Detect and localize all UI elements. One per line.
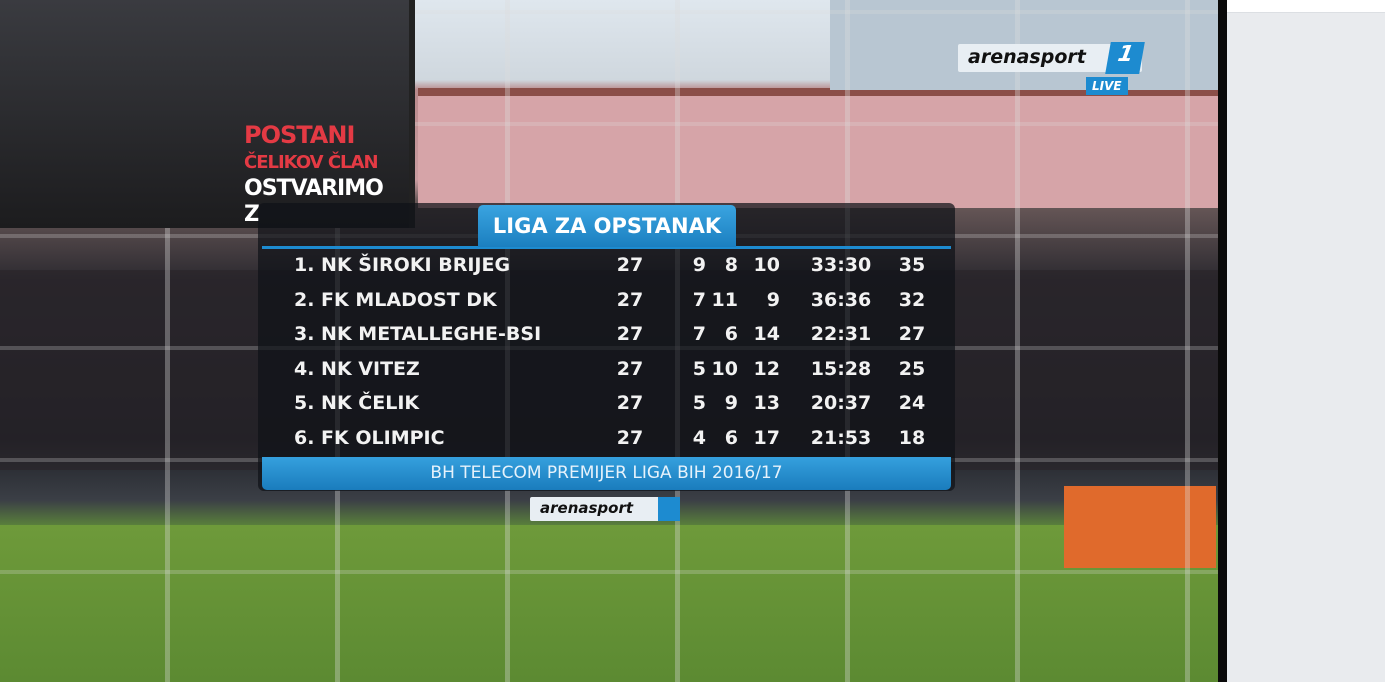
divider [1218,0,1227,682]
cell-team: 4. NK VITEZ [294,357,420,380]
cell-team: 6. FK OLIMPIC [294,427,445,449]
cell-team: 2. FK MLADOST DK [294,288,497,311]
cell-goals: 22:31 [810,323,872,346]
table-row: 4. NK VITEZ 27 5 10 12 15:28 25 [258,354,955,384]
cell-lost: 9 [766,288,780,311]
divider [262,246,951,249]
cell-team: 3. NK METALLEGHE-BSI [294,323,542,346]
screen-text: OSTVARIMO [244,176,384,201]
cell-won: 4 [692,427,706,449]
cell-goals: 33:30 [810,254,872,276]
cell-won: 5 [692,357,706,380]
standings-overlay: LIGA ZA OPSTANAK 1. NK ŠIROKI BRIJEG 27 9 8… [258,203,955,491]
cell-points: 27 [898,323,926,346]
table-row: 2. FK MLADOST DK 27 7 11 9 36:36 32 [258,285,955,315]
arenasport-logo: arenasport 1 [958,42,1145,74]
cell-drawn: 6 [724,323,738,346]
cell-drawn: 11 [711,288,738,311]
cell-points: 24 [898,392,926,415]
cell-points: 35 [898,254,926,276]
screen-text: Z [244,202,260,227]
table-row: 6. FK OLIMPIC 27 4 6 17 21:53 18 [258,423,955,453]
screen-text: POSTANI [244,121,355,149]
cell-points: 32 [898,288,926,311]
cell-played: 27 [616,427,644,449]
cell-drawn: 9 [724,392,738,415]
cell-team: 5. NK ČELIK [294,392,420,415]
standings-title: LIGA ZA OPSTANAK [478,205,736,247]
cell-played: 27 [616,323,644,346]
cell-goals: 15:28 [810,357,872,380]
cell-goals: 20:37 [810,392,872,415]
cell-goals: 36:36 [810,288,872,311]
cell-won: 5 [692,392,706,415]
cell-played: 27 [616,357,644,380]
cell-won: 7 [692,288,706,311]
orange-banner [1064,486,1216,568]
cell-points: 18 [898,427,926,449]
cell-lost: 12 [753,357,780,380]
cell-team: 1. NK ŠIROKI BRIJEG [294,254,511,276]
cell-points: 25 [898,357,926,380]
table-row: 1. NK ŠIROKI BRIJEG 27 9 8 10 33:30 35 [258,250,955,280]
cell-lost: 14 [753,323,780,346]
logo-text: arenasport [540,499,634,517]
cell-lost: 17 [753,427,780,449]
live-badge: LIVE [1086,77,1128,95]
cell-drawn: 8 [724,254,738,276]
logo-text: arenasport [968,46,1086,68]
pitch [0,525,1218,682]
cell-goals: 21:53 [810,427,872,449]
table-row: 5. NK ČELIK 27 5 9 13 20:37 24 [258,388,955,418]
stadium-screen: POSTANI ČELIKOV ČLAN OSTVARIMO Z [0,0,415,228]
side-panel [1227,0,1385,682]
video-player[interactable]: POSTANI ČELIKOV ČLAN OSTVARIMO Z LIGA ZA… [0,0,1218,682]
cell-won: 9 [692,254,706,276]
side-panel-header [1227,0,1385,13]
table-row: 3. NK METALLEGHE-BSI 27 7 6 14 22:31 27 [258,319,955,349]
cell-played: 27 [616,392,644,415]
cell-won: 7 [692,323,706,346]
logo-accent [658,497,680,521]
cell-played: 27 [616,288,644,311]
screen-text: ČELIKOV ČLAN [244,152,379,173]
standings-footer: BH TELECOM PREMIJER LIGA BIH 2016/17 [262,457,951,490]
channel-number: 1 [1105,42,1145,74]
building [418,88,1218,208]
cell-lost: 13 [753,392,780,415]
cell-drawn: 10 [711,357,738,380]
cell-lost: 10 [753,254,780,276]
cell-drawn: 6 [724,427,738,449]
arenasport-logo-small: arenasport [530,497,680,521]
cell-played: 27 [616,254,644,276]
